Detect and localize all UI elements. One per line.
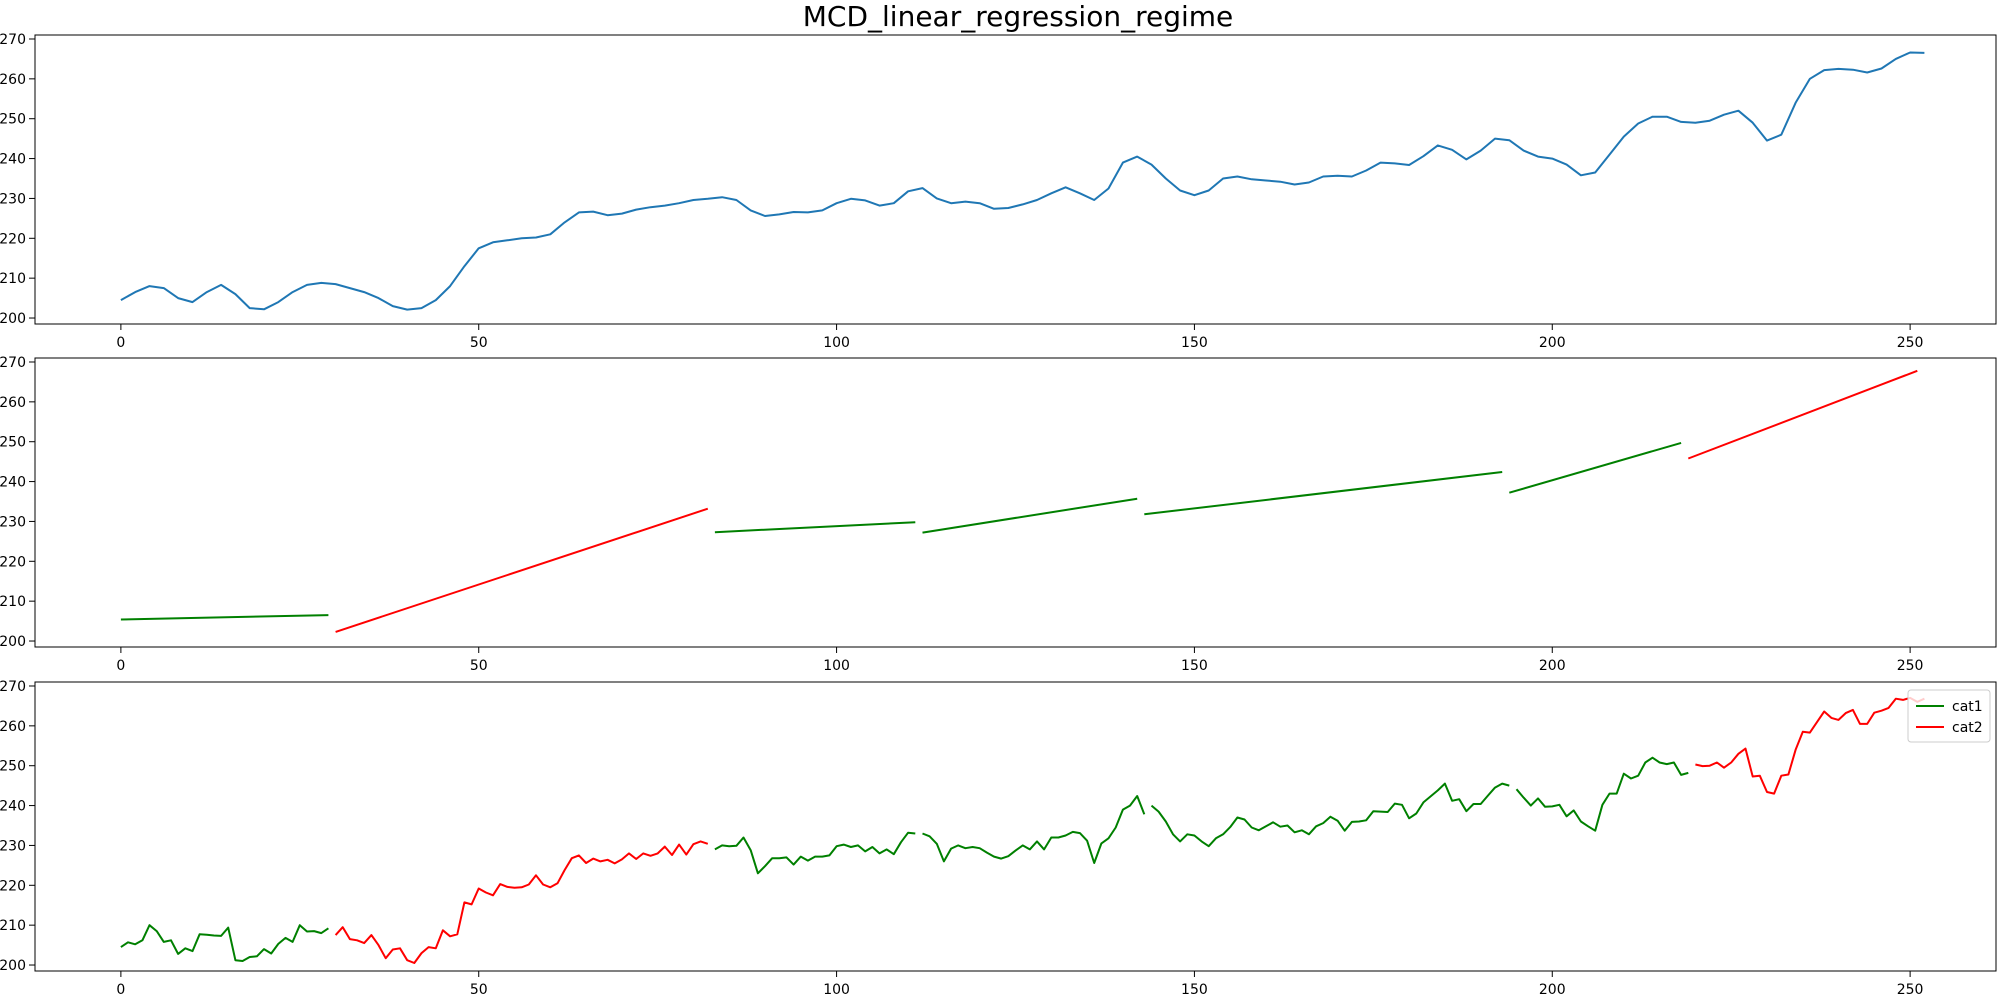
y-tick-label: 210 bbox=[0, 918, 26, 934]
panel-ticks: 0 50 100 150 200 250 200 210 220 230 240 250 260 270 bbox=[0, 679, 1923, 998]
legend-label-cat1: cat1 bbox=[1952, 699, 1983, 715]
y-tick-label: 220 bbox=[0, 231, 26, 247]
y-tick-label: 260 bbox=[0, 72, 26, 88]
legend: cat1 cat2 bbox=[1907, 689, 1991, 743]
panel-regime-colored-price: 0 50 100 150 200 250200210220230240250260270 … bbox=[0, 679, 1997, 998]
y-tick-label: 220 bbox=[0, 554, 26, 570]
panel-smoothed-price: 0 50 100 150 200 250 200 210 220 230 240 250 260 270 bbox=[0, 32, 1997, 351]
y-tick-label: 250 bbox=[0, 759, 26, 775]
series-line-0 bbox=[120, 51, 1925, 311]
series-line-3 bbox=[922, 795, 1146, 864]
x-tick-label: 50 bbox=[470, 658, 488, 674]
x-tick-label: 200 bbox=[1539, 335, 1566, 351]
x-tick-label: 100 bbox=[823, 658, 850, 674]
x-tick-label: 200 bbox=[1539, 982, 1566, 998]
y-tick-label: 230 bbox=[0, 838, 26, 854]
series-line-5 bbox=[1515, 756, 1689, 832]
x-tick-label: 0 bbox=[116, 982, 125, 998]
legend-label-cat2: cat2 bbox=[1952, 720, 1983, 736]
y-tick-label: 210 bbox=[0, 594, 26, 610]
y-tick-label: 230 bbox=[0, 191, 26, 207]
x-tick-label: 100 bbox=[823, 335, 850, 351]
y-tick-label: 240 bbox=[0, 475, 26, 491]
x-tick-label: 250 bbox=[1897, 658, 1924, 674]
x-tick-label: 0 bbox=[116, 658, 125, 674]
panel-frame bbox=[34, 34, 1997, 325]
series-line-4 bbox=[1150, 782, 1510, 848]
y-tick-label: 210 bbox=[0, 271, 26, 287]
series-line-0 bbox=[120, 614, 329, 621]
panel-ticks: 0 50 100 150 200 250 200 210 220 230 240 250 260 270 bbox=[0, 32, 1923, 351]
panel-frame bbox=[34, 357, 1997, 648]
panel-frame bbox=[34, 681, 1997, 972]
panel-regression-segments: 0 50 100 150 200 250 200 210 220 230 240 250 260 270 bbox=[0, 355, 1997, 674]
y-tick-label: 260 bbox=[0, 395, 26, 411]
series-line-1 bbox=[334, 840, 709, 964]
x-tick-label: 50 bbox=[470, 982, 488, 998]
y-tick-label: 270 bbox=[0, 32, 26, 48]
series-line-2 bbox=[714, 521, 916, 534]
y-tick-label: 240 bbox=[0, 799, 26, 815]
y-tick-label: 250 bbox=[0, 435, 26, 451]
y-tick-label: 270 bbox=[0, 679, 26, 695]
series-line-2 bbox=[714, 831, 916, 875]
chart-title: MCD_linear_regression_regime bbox=[803, 0, 1234, 33]
x-tick-label: 50 bbox=[470, 335, 488, 351]
y-tick-label: 200 bbox=[0, 311, 26, 327]
series-line-0 bbox=[120, 924, 329, 962]
series-line-6 bbox=[1695, 696, 1925, 795]
series-line-6 bbox=[1687, 369, 1918, 460]
y-tick-label: 250 bbox=[0, 112, 26, 128]
y-tick-label: 230 bbox=[0, 514, 26, 530]
legend-box bbox=[1907, 689, 1991, 743]
panel-series bbox=[120, 51, 1925, 311]
x-tick-label: 250 bbox=[1897, 982, 1924, 998]
y-tick-label: 200 bbox=[0, 958, 26, 974]
series-line-3 bbox=[922, 497, 1138, 534]
y-tick-label: 220 bbox=[0, 878, 26, 894]
x-tick-label: 100 bbox=[823, 982, 850, 998]
x-tick-label: 0 bbox=[116, 335, 125, 351]
panel-series bbox=[120, 696, 1925, 964]
x-tick-label: 150 bbox=[1181, 335, 1208, 351]
series-line-1 bbox=[335, 507, 709, 633]
x-tick-label: 150 bbox=[1181, 982, 1208, 998]
y-tick-label: 260 bbox=[0, 719, 26, 735]
y-tick-label: 240 bbox=[0, 152, 26, 168]
x-tick-label: 200 bbox=[1539, 658, 1566, 674]
y-tick-label: 270 bbox=[0, 355, 26, 371]
x-tick-label: 150 bbox=[1181, 658, 1208, 674]
panel-series bbox=[120, 369, 1918, 633]
x-tick-label: 250 bbox=[1897, 335, 1924, 351]
y-tick-label: 200 bbox=[0, 634, 26, 650]
panel-ticks: 0 50 100 150 200 250 200 210 220 230 240 250 260 270 bbox=[0, 355, 1923, 674]
series-line-4 bbox=[1144, 471, 1503, 516]
series-line-5 bbox=[1509, 441, 1682, 494]
